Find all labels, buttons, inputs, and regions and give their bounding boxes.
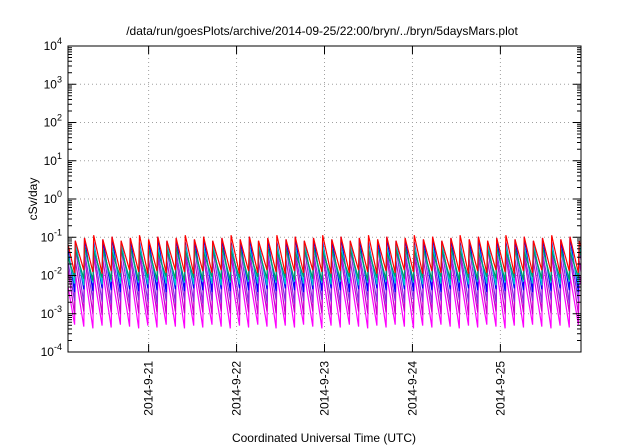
- x-axis: 2014-9-21 2014-9-22 2014-9-23 2014-9-24 2014…: [142, 46, 507, 416]
- y-tick-label: 10-2: [41, 266, 62, 283]
- grid: [68, 46, 581, 352]
- y-tick-label: 10-4: [41, 342, 62, 359]
- plot-area: [67, 235, 582, 329]
- y-tick-label: 103: [44, 74, 62, 91]
- y-axis: 10-4 10-3 10-2 10-1 100 101 102 103 104: [41, 36, 581, 359]
- x-axis-title: Coordinated Universal Time (UTC): [232, 431, 416, 445]
- y-tick-label: 104: [44, 36, 62, 53]
- y-tick-label: 100: [44, 189, 62, 206]
- x-tick-label: 2014-9-24: [405, 361, 419, 416]
- series-line: [67, 246, 582, 281]
- x-tick-label: 2014-9-23: [318, 361, 332, 416]
- y-tick-label: 10-1: [41, 227, 62, 244]
- series-line: [67, 246, 582, 304]
- series-line: [67, 270, 582, 329]
- y-axis-title: cSv/day: [26, 178, 40, 221]
- y-tick-label: 10-3: [41, 304, 62, 321]
- series-line: [67, 255, 582, 316]
- series-line: [67, 235, 582, 274]
- y-tick-label: 102: [44, 113, 62, 130]
- x-tick-label: 2014-9-22: [230, 361, 244, 416]
- x-tick-label: 2014-9-25: [493, 361, 507, 416]
- x-tick-label: 2014-9-21: [142, 361, 156, 416]
- chart-title: /data/run/goesPlots/archive/2014-09-25/2…: [126, 24, 518, 38]
- y-tick-label: 101: [44, 151, 62, 168]
